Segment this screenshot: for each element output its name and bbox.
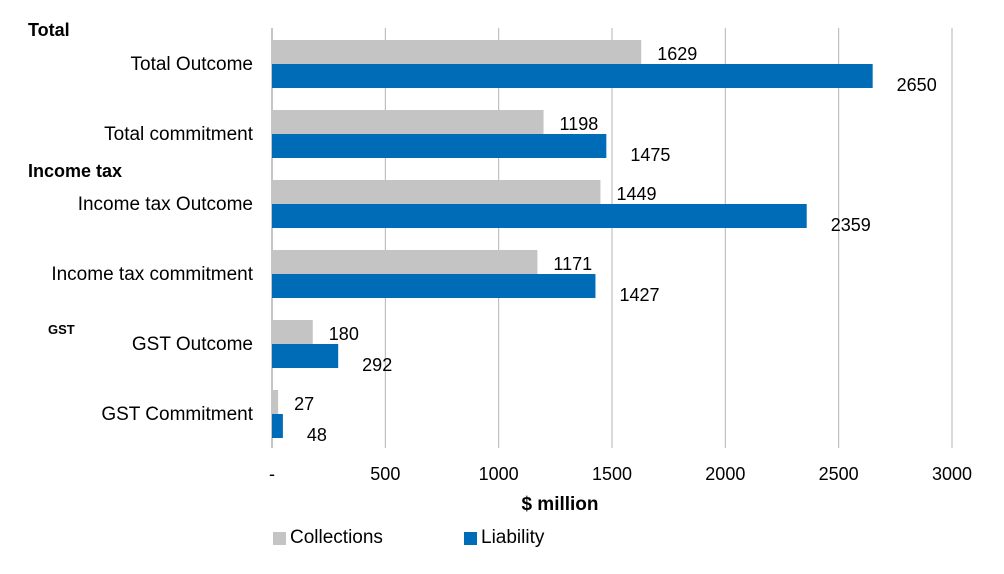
liability-data-label: 2359	[831, 215, 871, 235]
collections-data-label: 1171	[553, 254, 592, 274]
x-tick-label: 500	[370, 464, 400, 484]
collections-data-label: 1449	[616, 184, 656, 204]
liability-bar	[272, 414, 283, 438]
collections-bar	[272, 110, 544, 134]
collections-bar	[272, 390, 279, 414]
x-axis-title: $ million	[521, 494, 598, 515]
legend-item-liability: Liability	[464, 527, 544, 549]
group-label-income-tax: Income tax	[28, 161, 123, 181]
group-label-gst: GST	[48, 322, 75, 337]
category-label: Total commitment	[104, 124, 254, 145]
x-tick-label: 3000	[932, 464, 972, 484]
category-labels: Total Outcome Total commitment Income tax …	[51, 54, 253, 425]
liability-bar	[272, 64, 873, 88]
bars	[272, 40, 873, 438]
x-tick-label: -	[269, 464, 275, 484]
liability-data-label: 1475	[630, 145, 670, 165]
legend-item-collections: Collections	[273, 527, 383, 549]
x-tick-label: 1000	[479, 464, 519, 484]
collections-bar	[272, 180, 601, 204]
legend-swatch-collections	[273, 531, 286, 545]
liability-bar	[272, 344, 339, 368]
liability-data-label: 1427	[619, 285, 659, 305]
liability-data-label: 48	[307, 425, 327, 445]
x-tick-labels: - 500 1000 1500 2000 2500 3000	[269, 464, 972, 484]
collections-bar	[272, 320, 313, 344]
x-tick-label: 2000	[705, 464, 745, 484]
collections-data-label: 180	[329, 324, 359, 344]
group-label-total: Total	[28, 20, 70, 40]
category-label: GST Commitment	[101, 404, 253, 425]
category-label: Income tax Outcome	[78, 194, 253, 215]
liability-data-label: 2650	[897, 75, 937, 95]
collections-data-label: 1629	[657, 44, 697, 64]
liability-bar	[272, 204, 807, 228]
collections-data-label: 1198	[560, 114, 599, 134]
x-tick-label: 2500	[819, 464, 859, 484]
x-tick-label: 1500	[592, 464, 632, 484]
collections-bar	[272, 40, 642, 64]
legend-swatch-liability	[464, 531, 477, 545]
category-label: Total Outcome	[131, 54, 254, 75]
gridlines	[271, 28, 953, 448]
category-label: Income tax commitment	[51, 264, 253, 285]
liability-bar	[272, 134, 607, 158]
collections-data-label: 27	[294, 394, 314, 414]
legend-label-collections: Collections	[290, 527, 383, 548]
category-label: GST Outcome	[132, 334, 253, 355]
liability-data-label: 292	[362, 355, 392, 375]
collections-bar	[272, 250, 538, 274]
legend-label-liability: Liability	[481, 527, 545, 548]
liability-bar	[272, 274, 596, 298]
